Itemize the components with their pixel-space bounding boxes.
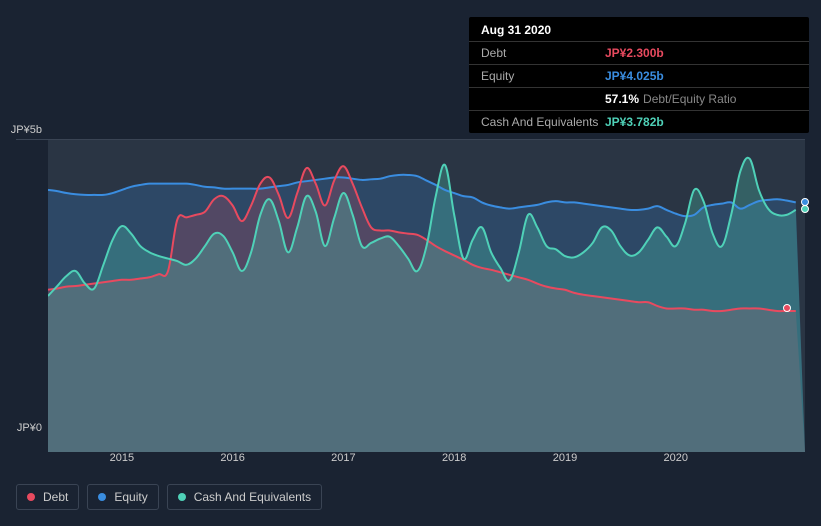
legend-label: Equity xyxy=(114,490,147,504)
legend-label: Debt xyxy=(43,490,68,504)
chart-container: Aug 31 2020 DebtJP¥2.300bEquityJP¥4.025b… xyxy=(0,0,821,526)
tooltip-row: 57.1% Debt/Equity Ratio xyxy=(469,87,809,110)
legend-dot xyxy=(178,493,186,501)
tooltip-ratio-pct: 57.1% xyxy=(605,92,639,106)
yaxis-label-top: JP¥5b xyxy=(0,124,48,136)
tooltip-row: DebtJP¥2.300b xyxy=(469,41,809,64)
tooltip-rows: DebtJP¥2.300bEquityJP¥4.025b57.1%Debt/Eq… xyxy=(469,41,809,133)
plot-area[interactable] xyxy=(48,140,805,452)
x-tick: 2019 xyxy=(553,452,577,464)
legend-dot xyxy=(98,493,106,501)
hover-tooltip: Aug 31 2020 DebtJP¥2.300bEquityJP¥4.025b… xyxy=(469,17,809,133)
x-tick: 2016 xyxy=(220,452,244,464)
cash-marker xyxy=(801,205,809,213)
x-tick: 2018 xyxy=(442,452,466,464)
legend-label: Cash And Equivalents xyxy=(194,490,311,504)
tooltip-row: Cash And EquivalentsJP¥3.782b xyxy=(469,110,809,133)
x-axis: 2015 2016 2017 2018 2019 2020 xyxy=(48,452,805,472)
x-tick: 2020 xyxy=(664,452,688,464)
tooltip-row-value: JP¥2.300b xyxy=(605,46,664,60)
tooltip-row-label: Cash And Equivalents xyxy=(481,115,605,129)
tooltip-row-label: Equity xyxy=(481,69,605,83)
legend-item-equity[interactable]: Equity xyxy=(87,484,158,510)
tooltip-ratio-label: Debt/Equity Ratio xyxy=(643,92,736,106)
tooltip-row: EquityJP¥4.025b xyxy=(469,64,809,87)
legend: Debt Equity Cash And Equivalents xyxy=(16,484,322,510)
tooltip-date: Aug 31 2020 xyxy=(469,17,809,41)
legend-dot xyxy=(27,493,35,501)
x-tick: 2017 xyxy=(331,452,355,464)
x-tick: 2015 xyxy=(110,452,134,464)
tooltip-row-value: JP¥3.782b xyxy=(605,115,664,129)
tooltip-row-label xyxy=(481,92,605,106)
yaxis-label-bottom: JP¥0 xyxy=(0,422,48,434)
legend-item-debt[interactable]: Debt xyxy=(16,484,79,510)
tooltip-row-value: JP¥4.025b xyxy=(605,69,664,83)
legend-item-cash-and-equivalents[interactable]: Cash And Equivalents xyxy=(167,484,322,510)
chart-svg xyxy=(48,140,805,452)
debt-marker xyxy=(783,304,791,312)
tooltip-row-label: Debt xyxy=(481,46,605,60)
